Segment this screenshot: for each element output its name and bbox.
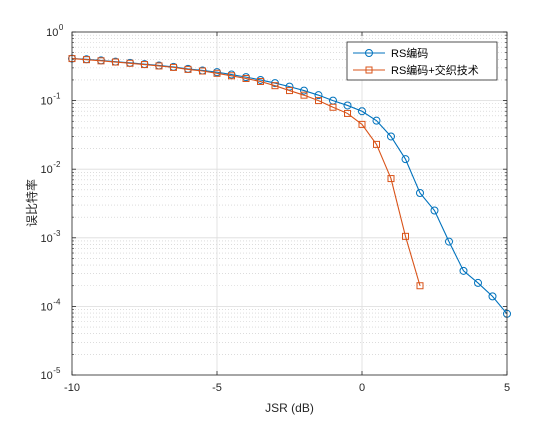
data-point <box>416 188 424 197</box>
y-tick-label-base: 10 <box>41 96 53 108</box>
data-point <box>401 155 410 164</box>
legend-marker <box>365 66 373 74</box>
data-point <box>315 97 322 105</box>
y-tick-label: 10 -1 <box>41 92 61 108</box>
y-axis-label: 误比特率 <box>24 179 39 227</box>
data-point <box>228 72 235 80</box>
y-tick-label-base: 10 <box>41 164 53 176</box>
data-point <box>170 63 177 71</box>
plot-area-background <box>72 32 507 375</box>
legend-label: RS编码 <box>391 46 428 60</box>
x-axis-label: JSR (dB) <box>265 401 314 415</box>
data-point <box>242 74 250 82</box>
data-point <box>474 278 482 287</box>
legend-box <box>346 41 498 81</box>
data-point <box>445 237 453 246</box>
y-tick-label: 10 0 <box>46 23 64 39</box>
data-point <box>343 101 352 110</box>
data-point <box>344 109 351 117</box>
data-point <box>126 59 134 67</box>
x-tick-label: -5 <box>212 382 222 394</box>
data-point <box>300 86 308 95</box>
data-point <box>488 292 497 301</box>
data-point <box>199 67 206 75</box>
legend-item-1: RS编码 <box>353 46 428 60</box>
data-point <box>97 57 105 65</box>
y-tick-label-base: 10 <box>41 233 53 245</box>
data-point <box>416 282 424 290</box>
y-tick-label-exponent: -3 <box>53 229 61 238</box>
y-tick-label: 10 -4 <box>41 297 61 313</box>
data-point <box>257 77 264 85</box>
data-point <box>373 140 380 148</box>
series-layer <box>68 54 511 318</box>
x-tick-label: 0 <box>359 382 365 394</box>
data-point <box>271 82 279 90</box>
data-point <box>387 132 395 141</box>
y-tick-label-exponent: -1 <box>53 92 61 101</box>
x-tick-label: -10 <box>64 382 80 394</box>
data-point <box>141 61 148 69</box>
legend-label: RS编码+交织技术 <box>391 63 479 77</box>
data-point <box>329 103 337 111</box>
data-point <box>387 175 395 183</box>
y-tick-label-base: 10 <box>46 27 58 39</box>
y-tick-label: 10 -3 <box>41 229 61 245</box>
data-point <box>358 107 366 116</box>
y-tick-label-base: 10 <box>41 301 53 313</box>
data-point <box>372 116 381 125</box>
data-point <box>300 91 308 99</box>
data-point <box>184 65 192 73</box>
data-point <box>155 62 163 70</box>
y-tick-label-base: 10 <box>41 370 53 382</box>
legend-marker <box>365 49 373 57</box>
y-tick-label: 10 -5 <box>41 366 61 382</box>
y-tick-label-exponent: -4 <box>53 297 61 306</box>
data-point <box>430 206 439 215</box>
data-point <box>314 91 323 100</box>
legend-item-2: RS编码+交织技术 <box>353 63 479 77</box>
data-point <box>358 120 366 128</box>
legend: RS编码 RS编码+交织技术 <box>346 41 498 81</box>
y-tick-label: 10 -2 <box>41 160 61 176</box>
data-point <box>213 69 221 77</box>
y-tick-label-exponent: -2 <box>53 160 61 169</box>
y-tick-label-exponent: 0 <box>59 23 64 32</box>
data-point <box>286 87 293 95</box>
data-point <box>112 58 119 66</box>
y-tick-label-exponent: -5 <box>53 366 61 375</box>
series-2 <box>68 55 424 290</box>
data-point <box>402 232 409 240</box>
plot-frame <box>71 31 508 376</box>
x-tick-label: 5 <box>504 382 510 394</box>
series-line <box>71 58 421 286</box>
data-point <box>83 56 90 64</box>
data-point <box>459 266 468 275</box>
